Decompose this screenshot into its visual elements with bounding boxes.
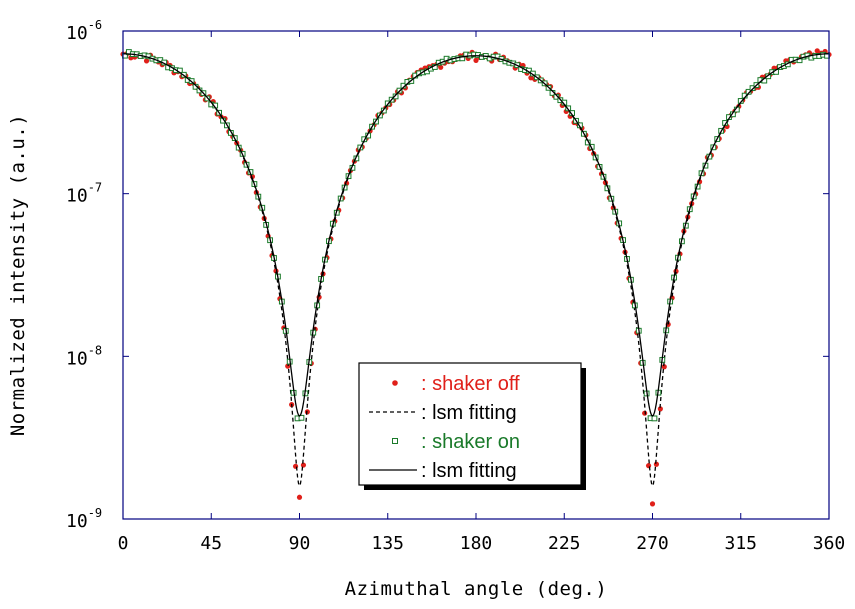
data-point <box>651 415 658 422</box>
y-tick-label: 10-8 <box>66 343 102 369</box>
data-point <box>749 85 756 92</box>
data-point <box>814 48 820 54</box>
data-point <box>645 463 652 469</box>
data-point <box>298 414 305 421</box>
data-point <box>661 364 667 370</box>
data-point <box>380 107 387 114</box>
legend-label: : shaker off <box>421 373 520 395</box>
legend-label: : lsm fitting <box>421 460 517 482</box>
x-tick-label: 0 <box>118 533 129 554</box>
y-axis-title: Normalized intensity (a.u.) <box>7 114 29 436</box>
data-point <box>438 64 444 70</box>
legend-marker-swatch <box>392 380 398 386</box>
x-tick-label: 180 <box>460 533 493 554</box>
data-point <box>300 462 307 468</box>
y-tick-label: 10-7 <box>66 181 102 207</box>
data-point <box>292 463 299 469</box>
x-tick-label: 135 <box>371 533 404 554</box>
data-point <box>745 88 752 95</box>
data-point <box>657 406 663 412</box>
data-point <box>285 363 291 369</box>
legend-label: : shaker on <box>421 431 520 453</box>
x-tick-label: 270 <box>636 533 669 554</box>
series-solid-fit-line <box>123 53 829 417</box>
legend: : shaker off : lsm fitting : shaker on : ls… <box>358 362 586 490</box>
data-point <box>796 57 803 64</box>
data-point <box>765 73 772 80</box>
x-tick-label: 225 <box>548 533 581 554</box>
x-tick-label: 45 <box>200 533 222 554</box>
legend-label: : lsm fitting <box>421 402 517 424</box>
x-axis-title: Azimuthal angle (deg.) <box>345 578 608 600</box>
plot-area <box>120 48 832 507</box>
axes: 0 45 90 135 180 225 270 315 360 10-9 10-8 10-7 10-6 <box>66 18 845 554</box>
data-point <box>459 55 466 62</box>
data-point <box>649 501 656 507</box>
data-point <box>296 494 303 500</box>
x-tick-label: 90 <box>289 533 311 554</box>
x-tick-label: 360 <box>813 533 846 554</box>
data-point <box>392 93 399 100</box>
y-tick-label: 10-6 <box>66 18 102 44</box>
x-tick-label: 315 <box>724 533 757 554</box>
y-tick-label: 10-9 <box>66 506 102 532</box>
fit-curve <box>123 53 829 417</box>
data-point <box>473 57 479 63</box>
data-point <box>143 58 150 64</box>
legend-marker-swatch <box>392 438 398 444</box>
